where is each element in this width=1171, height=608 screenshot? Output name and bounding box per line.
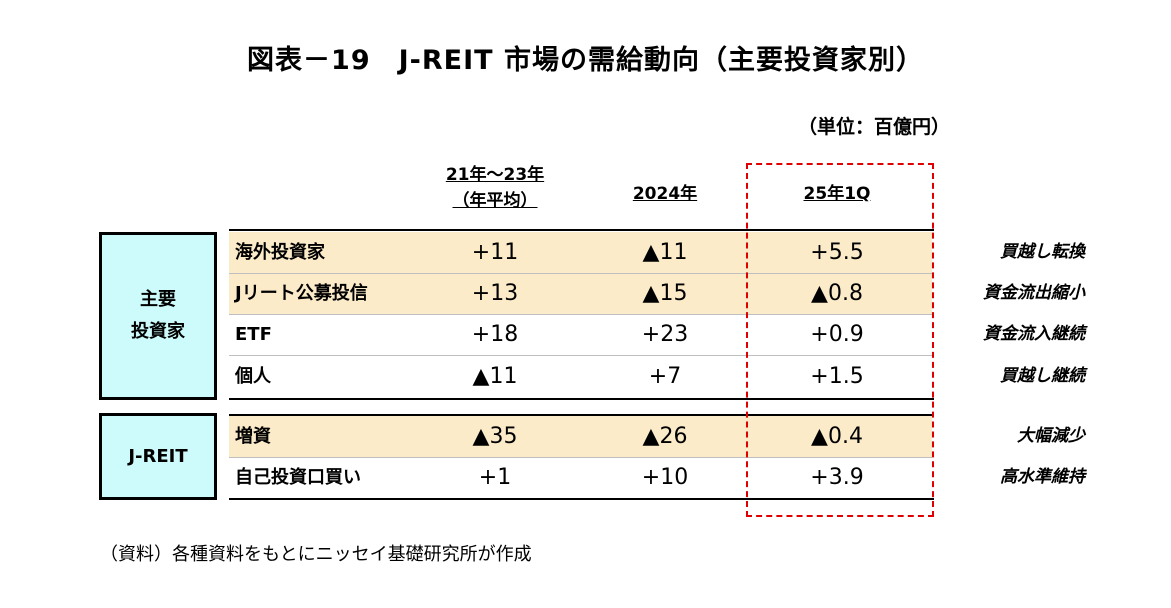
cell-2024: +7 (648, 364, 682, 389)
cell-average: ▲11 (472, 364, 518, 389)
cell-average: +1 (478, 465, 512, 490)
row-label: 増資 (235, 426, 271, 447)
row-label: Jリート公募投信 (235, 283, 368, 304)
row-note: 高水準維持 (1000, 467, 1085, 487)
cell-25-1q: +3.9 (810, 465, 864, 490)
row-divider (229, 355, 932, 356)
cell-25-1q: +5.5 (810, 240, 864, 265)
group-label-main-line1: 主要 (140, 289, 176, 310)
row-note: 資金流出縮小 (983, 283, 1085, 303)
row-note: 買越し継続 (1000, 366, 1085, 386)
row-label: 自己投資口買い (235, 467, 361, 488)
cell-25-1q: +0.9 (810, 322, 864, 347)
cell-average: ▲35 (472, 424, 518, 449)
cell-2024: ▲15 (642, 281, 688, 306)
cell-2024: +10 (641, 465, 689, 490)
column-header-2024: 2024年 (632, 184, 698, 204)
cell-2024: ▲26 (642, 424, 688, 449)
latest-quarter-highlight (746, 163, 934, 517)
cell-2024: ▲11 (642, 240, 688, 265)
group-divider-rule (229, 398, 934, 400)
row-label: ETF (235, 324, 272, 345)
row-note: 大幅減少 (1017, 426, 1085, 446)
row-note: 資金流入継続 (983, 324, 1085, 344)
cell-2024: +23 (641, 322, 689, 347)
cell-average: +18 (471, 322, 519, 347)
row-band-capital-increase (229, 416, 932, 457)
unit-label: （単位：百億円） (797, 116, 950, 138)
cell-25-1q: ▲0.4 (811, 424, 863, 449)
row-divider (229, 457, 932, 458)
cell-average: +13 (471, 281, 519, 306)
table-top-rule (229, 229, 934, 231)
column-header-average-line1: 21年～23年 (445, 165, 545, 185)
row-label: 個人 (235, 366, 271, 387)
row-band-overseas (229, 232, 932, 273)
cell-25-1q: ▲0.8 (811, 281, 863, 306)
source-note: （資料）各種資料をもとにニッセイ基礎研究所が作成 (100, 544, 532, 565)
column-header-25-1q: 25年1Q (803, 184, 871, 204)
row-band-jreit-fund (229, 273, 932, 314)
page-title: 図表－19 J-REIT 市場の需給動向（主要投資家別） (247, 45, 924, 76)
group-label-jreit: J-REIT (128, 445, 188, 467)
column-header-average-line2: （年平均） (452, 191, 538, 211)
column-header-average: 21年～23年 （年平均） (420, 162, 570, 214)
cell-average: +11 (471, 240, 519, 265)
group-label-main-line2: 投資家 (131, 321, 185, 342)
group-box-jreit: J-REIT (99, 413, 217, 500)
row-label: 海外投資家 (235, 242, 325, 263)
group-top-rule (229, 414, 934, 416)
row-divider (229, 314, 932, 315)
group-box-main-investors: 主要 投資家 (99, 232, 217, 400)
cell-25-1q: +1.5 (810, 364, 864, 389)
row-note: 買越し転換 (1000, 242, 1085, 262)
table-bottom-rule (229, 498, 934, 500)
row-divider (229, 273, 932, 274)
